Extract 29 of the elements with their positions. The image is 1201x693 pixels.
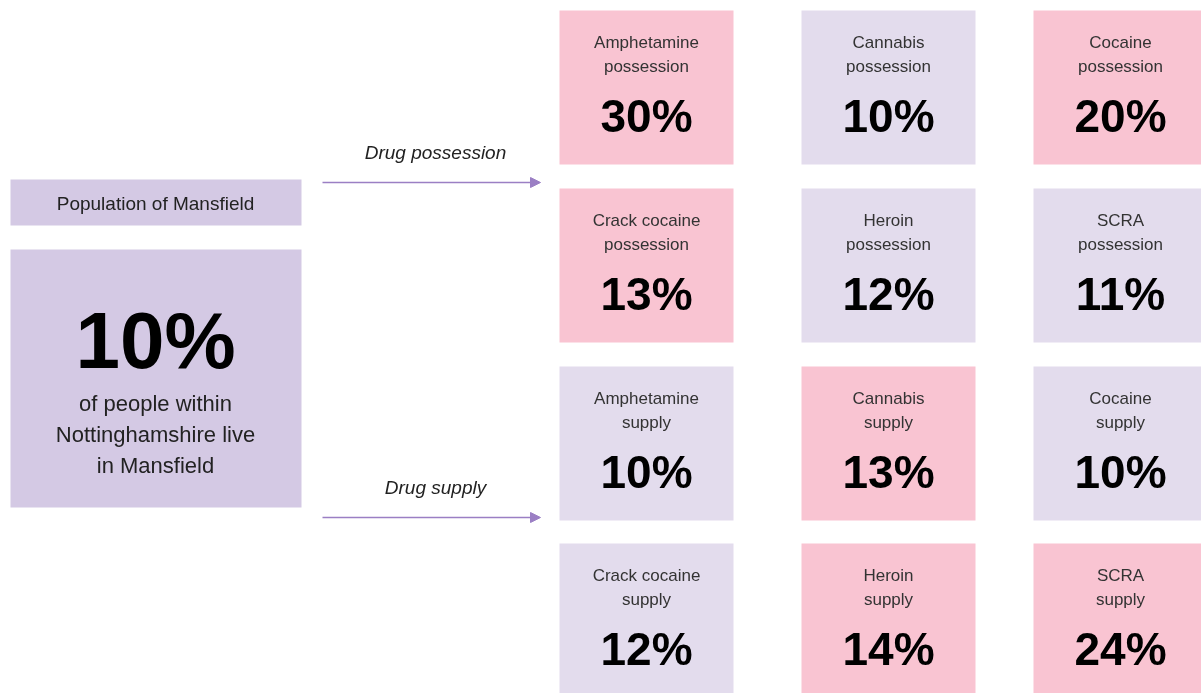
data-label: 13% [600,267,693,320]
text: of people within Nottinghamshire live in Mansfield [55,390,256,478]
text: Population of Mansfield [56,193,255,214]
data-label: 30% [600,89,693,142]
category-label: SCRA possession [1077,210,1164,255]
data-label: 13% [842,445,935,498]
category-label: Heroin supply [863,565,914,610]
data-label: 14% [842,622,935,675]
data-label: 24% [1074,622,1167,675]
data-label: 10% [600,445,693,498]
category-label: Amphetamine supply [594,388,699,433]
data-label: 10% [1074,445,1167,498]
data-label: 12% [600,622,693,675]
category-label: Crack cocaine possession [592,210,701,255]
data-label: 12% [842,267,935,320]
category-label: Cannabis supply [852,388,925,433]
category-label: Cannabis possession [845,32,932,77]
text: 10% [75,296,236,385]
category-label: Cocaine possession [1077,32,1164,77]
text: Drug possession [364,142,507,163]
data-label: 20% [1074,89,1167,142]
category-label: Heroin possession [845,210,932,255]
data-label: 11% [1075,267,1166,320]
category-label: Amphetamine possession [594,32,699,77]
category-label: Crack cocaine supply [592,565,701,610]
category-label: Cocaine supply [1089,388,1152,433]
category-label: SCRA supply [1095,565,1146,610]
data-label: 10% [842,89,935,142]
text: Drug supply [384,477,488,498]
